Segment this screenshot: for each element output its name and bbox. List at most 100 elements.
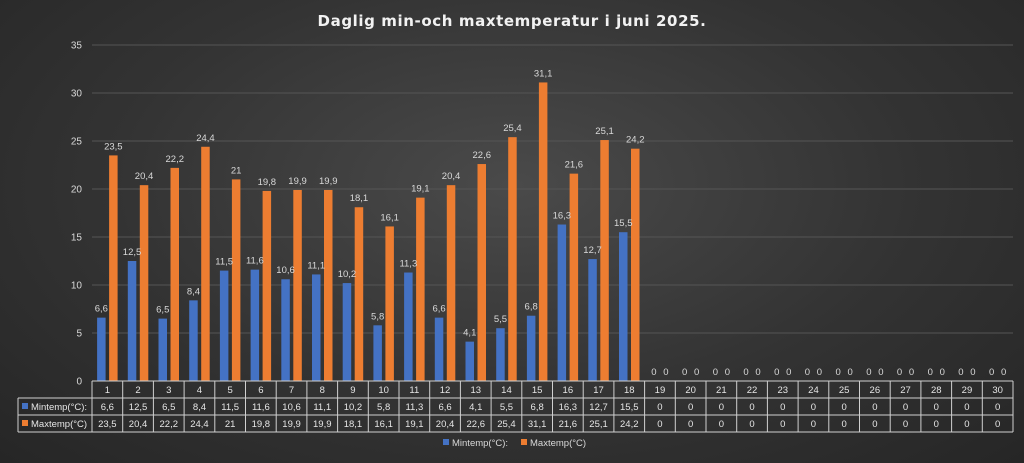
category-label: 4 xyxy=(197,385,202,396)
table-cell: 0 xyxy=(995,402,1000,413)
y-tick-label: 35 xyxy=(71,41,83,52)
table-cell: 0 xyxy=(872,419,877,430)
data-label: 18,1 xyxy=(350,193,369,204)
bar-max xyxy=(293,189,302,381)
category-label: 27 xyxy=(900,385,911,396)
bar-min xyxy=(127,261,137,381)
data-label: 0 xyxy=(958,367,963,378)
bar-max xyxy=(262,190,272,381)
category-label: 3 xyxy=(166,385,171,396)
table-cell: 21,6 xyxy=(559,419,578,430)
table-cell: 19,9 xyxy=(282,419,301,430)
table-cell: 0 xyxy=(657,419,662,430)
bars xyxy=(97,82,640,381)
table-cell: 0 xyxy=(780,419,785,430)
legend-label: Mintemp(°C): xyxy=(452,438,508,449)
table-cell: 0 xyxy=(964,419,969,430)
table-cell: 0 xyxy=(964,402,969,413)
table-cell: 0 xyxy=(842,419,847,430)
bar-max xyxy=(508,137,517,381)
table-cell: 0 xyxy=(934,402,939,413)
bar-max xyxy=(139,185,149,381)
data-label: 0 xyxy=(805,367,810,378)
table-cell: 16,3 xyxy=(559,402,578,413)
data-label: 0 xyxy=(970,367,975,378)
data-label: 11,5 xyxy=(215,257,233,268)
bar-max xyxy=(231,179,241,381)
bar-min xyxy=(219,270,229,381)
data-label: 21 xyxy=(231,165,242,176)
bar-min xyxy=(557,224,567,381)
data-label: 22,6 xyxy=(473,150,492,161)
table-cell: 10,2 xyxy=(344,402,363,413)
category-label: 16 xyxy=(563,385,574,396)
table-cell: 11,6 xyxy=(252,402,270,413)
data-label: 25,1 xyxy=(595,126,614,137)
legend: Mintemp(°C): Maxtemp(°C) xyxy=(443,438,586,449)
data-label: 0 xyxy=(878,367,883,378)
bar-min xyxy=(158,318,167,381)
data-label: 24,4 xyxy=(196,133,215,144)
y-axis: 0 5 10 15 20 25 30 35 xyxy=(71,41,83,388)
table-legend-key xyxy=(22,403,28,409)
y-tick-label: 25 xyxy=(71,137,83,148)
data-label: 0 xyxy=(713,367,718,378)
data-label: 24,2 xyxy=(626,135,645,146)
category-label: 21 xyxy=(716,385,727,396)
table-cell: 4,1 xyxy=(469,402,482,413)
data-label: 11,3 xyxy=(399,259,417,270)
data-label: 5,8 xyxy=(371,311,384,322)
bar-min xyxy=(342,283,352,381)
table-cell: 0 xyxy=(719,419,724,430)
category-label: 11 xyxy=(409,385,419,396)
table-cell: 11,1 xyxy=(313,402,331,413)
category-label: 18 xyxy=(624,385,635,396)
data-label: 0 xyxy=(848,367,853,378)
table-cell: 0 xyxy=(872,402,877,413)
bar-min xyxy=(526,315,536,381)
bar-min xyxy=(465,341,474,381)
table-cell: 24,4 xyxy=(190,419,209,430)
bar-max xyxy=(538,82,548,381)
data-label: 12,5 xyxy=(123,247,142,258)
data-label: 0 xyxy=(694,367,699,378)
table-cell: 0 xyxy=(688,419,693,430)
data-label: 5,5 xyxy=(494,314,507,325)
data-label: 0 xyxy=(866,367,871,378)
category-label: 15 xyxy=(532,385,543,396)
data-label: 0 xyxy=(743,367,748,378)
table-cell: 22,2 xyxy=(160,419,179,430)
category-label: 30 xyxy=(992,385,1003,396)
bar-max xyxy=(569,173,579,381)
category-label: 29 xyxy=(962,385,973,396)
data-label: 25,4 xyxy=(503,123,522,134)
data-label: 0 xyxy=(817,367,822,378)
table-cell: 0 xyxy=(934,419,939,430)
y-tick-label: 30 xyxy=(71,89,83,100)
y-tick-label: 10 xyxy=(71,281,83,292)
table-cell: 0 xyxy=(719,402,724,413)
data-label: 23,5 xyxy=(104,141,123,152)
bar-min xyxy=(619,232,628,381)
bar-min xyxy=(281,279,290,381)
data-label: 20,4 xyxy=(135,171,154,182)
table-cell: 0 xyxy=(995,419,1000,430)
data-label: 8,4 xyxy=(187,286,200,297)
data-label: 11,1 xyxy=(307,260,325,271)
data-table: 1 2 3 4 5 6 7 8 9 10 11 12 13 14 15 16 17 18 19 20 21 22 23 24 2… xyxy=(17,380,1014,433)
category-label: 1 xyxy=(105,385,110,396)
data-label: 0 xyxy=(774,367,779,378)
bar-min xyxy=(97,317,106,381)
data-label: 16,3 xyxy=(553,211,572,222)
table-cell: 0 xyxy=(780,402,785,413)
table-cell: 12,7 xyxy=(589,402,608,413)
data-label: 19,9 xyxy=(288,176,307,187)
data-label: 6,6 xyxy=(432,304,445,315)
category-label: 24 xyxy=(808,385,819,396)
category-label: 14 xyxy=(501,385,512,396)
bar-max xyxy=(170,167,179,381)
bar-max xyxy=(446,185,456,381)
table-cell: 20,4 xyxy=(129,419,148,430)
table-cell: 0 xyxy=(842,402,847,413)
